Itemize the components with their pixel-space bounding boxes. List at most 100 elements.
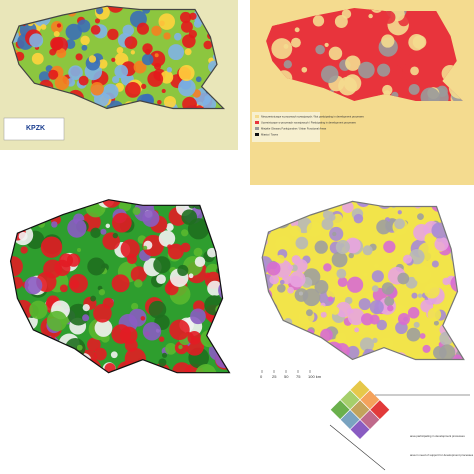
region bbox=[461, 309, 464, 321]
region bbox=[323, 263, 332, 272]
region bbox=[188, 30, 197, 39]
region bbox=[195, 76, 202, 83]
region bbox=[154, 53, 159, 58]
region bbox=[50, 37, 64, 51]
region bbox=[219, 374, 224, 379]
region bbox=[289, 225, 302, 237]
region bbox=[315, 44, 325, 55]
region bbox=[29, 300, 48, 320]
legend-swatch bbox=[255, 127, 259, 130]
region bbox=[158, 13, 175, 30]
region bbox=[271, 290, 278, 297]
region bbox=[161, 88, 166, 94]
legend-box bbox=[252, 112, 320, 142]
region bbox=[342, 201, 348, 202]
region bbox=[347, 276, 364, 293]
region bbox=[383, 240, 396, 253]
region bbox=[116, 361, 137, 373]
region bbox=[292, 201, 301, 209]
scale-label: 75 bbox=[296, 374, 301, 379]
region bbox=[363, 272, 368, 277]
region bbox=[262, 201, 265, 211]
border bbox=[11, 5, 226, 110]
region bbox=[41, 359, 54, 372]
region bbox=[154, 62, 162, 70]
region bbox=[56, 23, 62, 28]
region bbox=[148, 300, 167, 319]
region bbox=[82, 199, 96, 203]
region bbox=[194, 256, 206, 267]
region bbox=[124, 82, 141, 98]
region bbox=[211, 328, 228, 345]
region bbox=[336, 41, 341, 46]
region bbox=[204, 272, 211, 278]
region bbox=[335, 332, 347, 344]
region bbox=[262, 205, 270, 214]
region bbox=[94, 319, 113, 337]
region bbox=[283, 60, 292, 69]
region bbox=[306, 221, 322, 237]
region bbox=[10, 256, 23, 277]
region bbox=[284, 204, 301, 222]
region bbox=[456, 313, 464, 328]
region bbox=[76, 344, 83, 351]
region bbox=[394, 218, 405, 230]
region bbox=[172, 362, 192, 373]
border bbox=[9, 199, 231, 374]
region bbox=[279, 279, 285, 285]
region bbox=[359, 337, 375, 352]
border bbox=[261, 200, 465, 361]
region bbox=[40, 236, 63, 258]
region bbox=[464, 301, 469, 306]
region bbox=[22, 356, 34, 368]
region bbox=[156, 274, 166, 285]
region bbox=[331, 251, 348, 268]
region bbox=[111, 57, 116, 62]
region bbox=[287, 286, 295, 294]
region bbox=[178, 344, 183, 350]
region bbox=[195, 364, 217, 373]
region bbox=[68, 273, 88, 294]
region bbox=[337, 277, 348, 288]
region bbox=[21, 366, 44, 373]
region bbox=[49, 48, 57, 56]
region bbox=[136, 22, 149, 35]
region bbox=[275, 254, 285, 264]
region bbox=[336, 268, 347, 279]
region bbox=[163, 95, 177, 109]
region bbox=[206, 199, 227, 211]
region bbox=[29, 33, 44, 48]
region bbox=[42, 369, 55, 373]
region bbox=[149, 50, 166, 67]
region bbox=[417, 293, 423, 298]
region bbox=[193, 247, 203, 257]
region bbox=[204, 95, 212, 102]
region bbox=[132, 207, 141, 216]
region bbox=[11, 317, 17, 323]
region bbox=[332, 231, 337, 237]
region bbox=[166, 67, 173, 73]
region bbox=[439, 344, 456, 360]
region bbox=[449, 364, 458, 373]
legend-label: Miejskie Obszary Funkcjonalne / Urban Fu… bbox=[261, 127, 327, 131]
region bbox=[169, 319, 190, 341]
region bbox=[275, 235, 292, 253]
region bbox=[151, 25, 162, 36]
region bbox=[126, 254, 138, 265]
region bbox=[362, 245, 373, 256]
region bbox=[358, 61, 375, 79]
region bbox=[81, 44, 88, 51]
region bbox=[54, 75, 70, 91]
region bbox=[134, 279, 143, 288]
region bbox=[452, 250, 462, 261]
legend-swatch bbox=[255, 115, 259, 118]
region bbox=[381, 364, 387, 370]
region bbox=[187, 330, 202, 345]
region bbox=[158, 358, 167, 367]
region bbox=[295, 339, 306, 350]
region bbox=[278, 345, 287, 354]
region bbox=[431, 201, 447, 212]
region bbox=[138, 199, 145, 202]
region bbox=[157, 99, 162, 105]
